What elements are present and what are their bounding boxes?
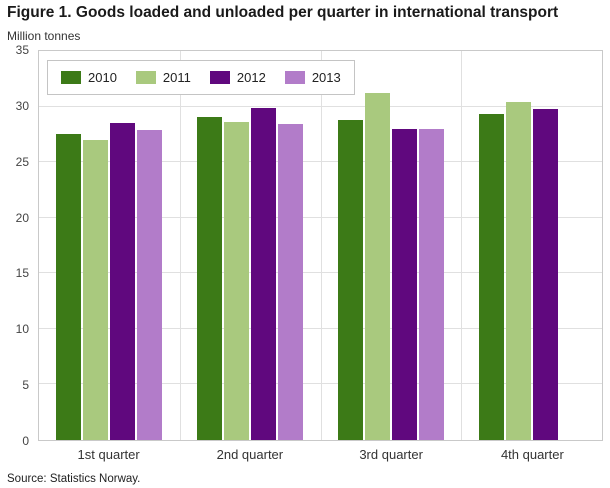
panel-separator [461, 51, 463, 440]
bar [478, 114, 504, 440]
legend: 2010 2011 2012 2013 [47, 60, 355, 95]
chart-title: Figure 1. Goods loaded and unloaded per … [7, 4, 559, 21]
y-tick-label: 20 [15, 210, 29, 225]
bar [532, 108, 558, 440]
bar [56, 134, 82, 440]
legend-label: 2011 [162, 70, 191, 85]
y-tick-label: 5 [22, 378, 29, 393]
y-tick-label: 25 [15, 154, 29, 169]
bar [278, 124, 304, 440]
legend-item: 2012 [209, 70, 266, 85]
bar [364, 93, 390, 440]
bar [391, 128, 417, 440]
legend-label: 2013 [311, 70, 341, 85]
x-tick-label: 3rd quarter [359, 447, 423, 462]
bar [418, 128, 444, 440]
bar-group [461, 51, 602, 440]
plot-area: 2010 2011 2012 2013 [38, 50, 603, 441]
y-axis-units-label: Million tonnes [7, 29, 81, 43]
bar [337, 119, 363, 440]
y-axis-labels: 0 5 10 15 20 25 30 35 [0, 44, 32, 447]
legend-label: 2010 [88, 70, 117, 85]
legend-label: 2012 [236, 70, 266, 85]
bar [505, 102, 531, 440]
y-tick-label: 10 [15, 322, 29, 337]
bar-group [321, 51, 462, 440]
bar-group [180, 51, 321, 440]
x-tick-label: 1st quarter [77, 447, 140, 462]
x-tick-label: 2nd quarter [216, 447, 284, 462]
bar [224, 122, 250, 440]
y-tick-label: 35 [15, 43, 29, 57]
bar [83, 139, 109, 440]
y-tick-label: 30 [15, 98, 29, 113]
bar [197, 116, 223, 440]
panel-separator [320, 51, 322, 440]
legend-item: 2011 [135, 70, 191, 85]
legend-swatch-icon [61, 71, 81, 84]
legend-swatch-icon [284, 71, 305, 84]
bar-group [39, 51, 180, 440]
bar [137, 129, 163, 440]
x-tick-label: 4th quarter [500, 447, 564, 462]
legend-swatch-icon [135, 71, 156, 84]
panel-separator [179, 51, 181, 440]
y-tick-label: 15 [15, 266, 29, 281]
y-tick-label: 0 [22, 434, 29, 448]
legend-swatch-icon [209, 71, 230, 84]
x-axis-labels: 1st quarter 2nd quarter 3rd quarter 4th qua… [38, 447, 603, 462]
bar [251, 107, 277, 440]
legend-item: 2013 [284, 70, 341, 85]
source-note: Source: Statistics Norway. [7, 473, 141, 485]
legend-item: 2010 [61, 70, 117, 85]
bar-groups [39, 51, 602, 440]
bar [110, 123, 136, 440]
